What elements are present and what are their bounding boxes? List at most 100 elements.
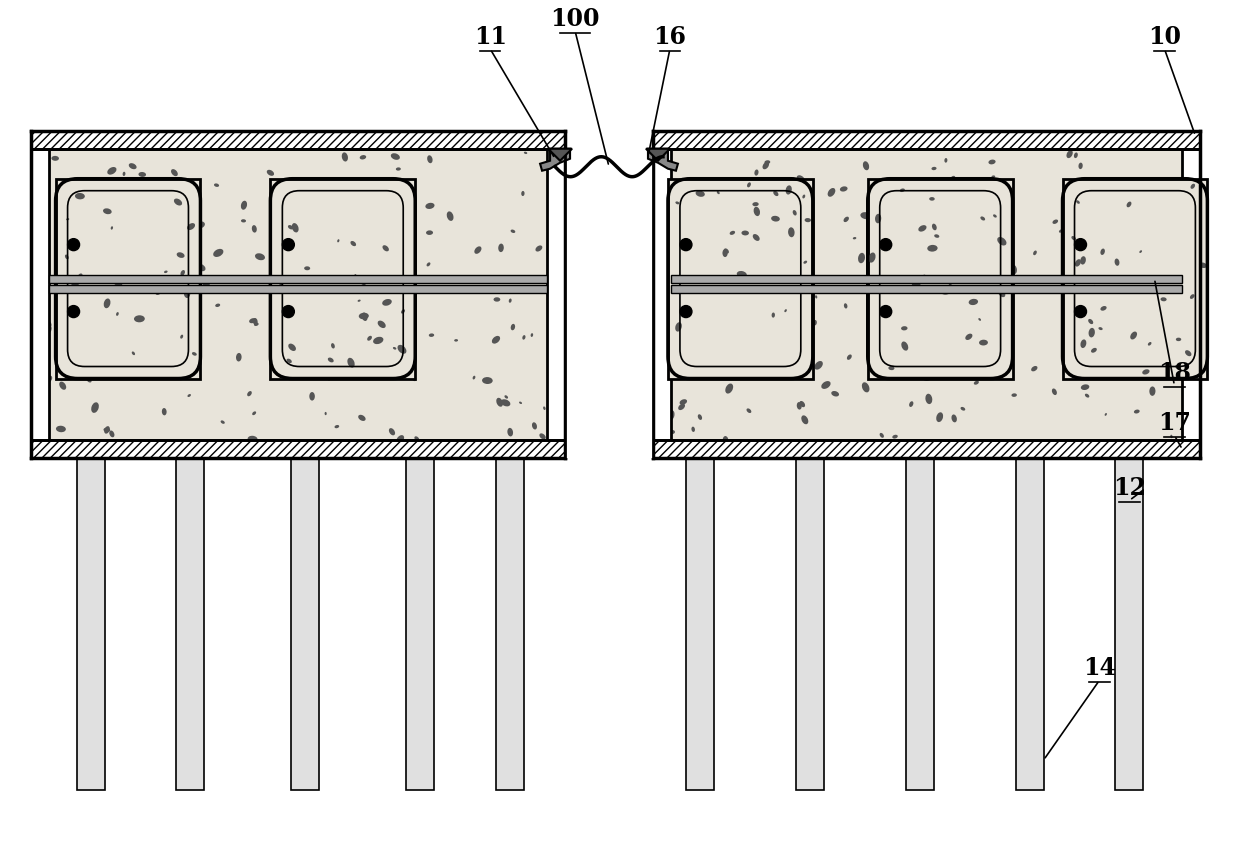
Ellipse shape (695, 191, 705, 197)
Ellipse shape (675, 250, 684, 256)
Ellipse shape (42, 245, 47, 251)
Ellipse shape (42, 237, 48, 241)
Ellipse shape (773, 191, 778, 196)
Ellipse shape (85, 337, 92, 340)
Ellipse shape (395, 168, 401, 171)
Ellipse shape (427, 156, 432, 163)
Ellipse shape (510, 229, 515, 233)
Ellipse shape (178, 284, 185, 294)
Bar (548, 149, 565, 458)
Ellipse shape (1113, 208, 1120, 219)
Ellipse shape (221, 421, 224, 424)
Ellipse shape (292, 223, 299, 233)
Ellipse shape (747, 182, 751, 187)
Ellipse shape (965, 333, 973, 340)
Ellipse shape (522, 191, 524, 196)
Ellipse shape (983, 287, 986, 293)
Bar (291, 458, 320, 790)
Ellipse shape (456, 442, 463, 451)
Ellipse shape (195, 221, 204, 229)
Ellipse shape (187, 394, 191, 397)
Ellipse shape (98, 351, 102, 358)
Ellipse shape (123, 353, 129, 362)
Ellipse shape (109, 431, 114, 437)
Ellipse shape (755, 169, 758, 175)
Ellipse shape (991, 175, 995, 178)
Ellipse shape (362, 313, 368, 321)
Ellipse shape (1089, 327, 1095, 338)
Text: 17: 17 (1158, 411, 1191, 435)
Bar (653, 440, 1201, 458)
Ellipse shape (551, 168, 559, 177)
Ellipse shape (928, 363, 932, 369)
Ellipse shape (1080, 385, 1089, 390)
Ellipse shape (698, 415, 703, 420)
Ellipse shape (981, 238, 989, 247)
Ellipse shape (1113, 211, 1115, 214)
Ellipse shape (384, 210, 392, 218)
Ellipse shape (304, 266, 310, 270)
Ellipse shape (411, 375, 416, 381)
Ellipse shape (778, 357, 787, 367)
Ellipse shape (455, 339, 458, 342)
Ellipse shape (883, 236, 892, 245)
Ellipse shape (1084, 358, 1092, 365)
Ellipse shape (969, 299, 978, 305)
Ellipse shape (737, 271, 747, 278)
Ellipse shape (1176, 338, 1181, 341)
Text: 18: 18 (1158, 362, 1191, 386)
Ellipse shape (401, 310, 405, 314)
Ellipse shape (949, 182, 953, 185)
Ellipse shape (949, 176, 955, 182)
Ellipse shape (690, 338, 694, 342)
Ellipse shape (831, 391, 839, 397)
Ellipse shape (266, 170, 274, 176)
Ellipse shape (104, 298, 110, 308)
Ellipse shape (914, 286, 921, 291)
Ellipse shape (77, 196, 82, 204)
Ellipse shape (405, 323, 413, 328)
Ellipse shape (952, 415, 957, 422)
Ellipse shape (922, 274, 927, 282)
Ellipse shape (393, 347, 396, 350)
Bar (653, 149, 672, 458)
Ellipse shape (918, 225, 927, 232)
Bar (56, 179, 201, 379)
Ellipse shape (1072, 236, 1075, 240)
Ellipse shape (341, 315, 347, 322)
Circle shape (68, 239, 79, 251)
Ellipse shape (786, 186, 792, 195)
Ellipse shape (746, 274, 751, 283)
Ellipse shape (116, 312, 119, 315)
Ellipse shape (1033, 251, 1037, 255)
Ellipse shape (159, 238, 161, 240)
Ellipse shape (1105, 413, 1106, 416)
Ellipse shape (216, 304, 221, 307)
Ellipse shape (64, 255, 68, 259)
Ellipse shape (1178, 367, 1186, 373)
Ellipse shape (948, 247, 959, 254)
Ellipse shape (691, 427, 695, 432)
Ellipse shape (901, 327, 907, 330)
Ellipse shape (367, 336, 372, 340)
Ellipse shape (788, 227, 794, 237)
Ellipse shape (1186, 449, 1194, 457)
Ellipse shape (707, 335, 711, 341)
Ellipse shape (379, 323, 388, 333)
Polygon shape (548, 149, 572, 161)
Ellipse shape (47, 375, 52, 382)
Ellipse shape (154, 280, 161, 286)
Ellipse shape (180, 334, 183, 339)
Ellipse shape (325, 412, 327, 416)
Ellipse shape (885, 286, 890, 288)
Ellipse shape (543, 406, 545, 410)
Ellipse shape (1116, 271, 1119, 273)
Ellipse shape (932, 224, 937, 230)
Ellipse shape (162, 408, 166, 416)
Ellipse shape (532, 422, 536, 429)
Ellipse shape (425, 203, 435, 209)
Ellipse shape (730, 231, 735, 235)
Ellipse shape (389, 428, 395, 435)
Ellipse shape (840, 186, 847, 192)
Ellipse shape (1101, 204, 1104, 207)
